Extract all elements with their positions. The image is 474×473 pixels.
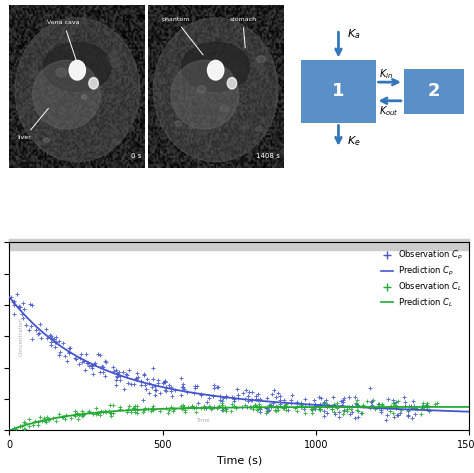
Circle shape	[69, 61, 85, 80]
Bar	[9, 239, 469, 250]
Ellipse shape	[153, 18, 278, 162]
Ellipse shape	[175, 121, 182, 126]
Ellipse shape	[15, 18, 140, 162]
Circle shape	[89, 78, 98, 89]
Ellipse shape	[37, 141, 41, 145]
Text: $K_a$: $K_a$	[347, 27, 361, 41]
Ellipse shape	[255, 126, 262, 131]
Text: 1: 1	[332, 82, 345, 100]
Text: Concentration: Concentration	[18, 317, 24, 356]
Text: Vena cava: Vena cava	[47, 20, 80, 61]
Ellipse shape	[44, 43, 111, 91]
Text: $K_e$: $K_e$	[347, 134, 361, 148]
Ellipse shape	[44, 138, 50, 143]
Ellipse shape	[110, 58, 122, 68]
Ellipse shape	[168, 66, 177, 74]
FancyBboxPatch shape	[404, 69, 464, 114]
Ellipse shape	[189, 125, 194, 129]
Text: 1408 s: 1408 s	[255, 153, 279, 158]
Text: $K_{in}$: $K_{in}$	[379, 67, 393, 81]
Ellipse shape	[197, 86, 206, 93]
Ellipse shape	[82, 95, 87, 99]
Ellipse shape	[171, 61, 239, 129]
Ellipse shape	[220, 105, 229, 112]
Text: liver: liver	[18, 108, 48, 140]
Ellipse shape	[112, 139, 119, 145]
Ellipse shape	[107, 53, 118, 62]
FancyBboxPatch shape	[301, 61, 375, 123]
Text: Time: Time	[196, 418, 210, 423]
Ellipse shape	[40, 28, 46, 34]
Text: 2: 2	[428, 82, 440, 100]
Ellipse shape	[257, 56, 265, 63]
Circle shape	[208, 61, 224, 80]
Text: phantom: phantom	[162, 17, 203, 55]
Ellipse shape	[182, 43, 250, 91]
X-axis label: Time (s): Time (s)	[217, 455, 262, 466]
Circle shape	[227, 78, 237, 89]
Ellipse shape	[56, 68, 67, 77]
Text: 0 s: 0 s	[131, 153, 141, 158]
Ellipse shape	[251, 63, 256, 67]
Ellipse shape	[33, 61, 100, 129]
Text: stomach: stomach	[229, 17, 256, 48]
Text: $K_{out}$: $K_{out}$	[379, 104, 399, 118]
Legend: Observation $C_p$, Prediction $C_p$, Observation $C_L$, Prediction $C_L$: Observation $C_p$, Prediction $C_p$, Obs…	[378, 246, 465, 311]
